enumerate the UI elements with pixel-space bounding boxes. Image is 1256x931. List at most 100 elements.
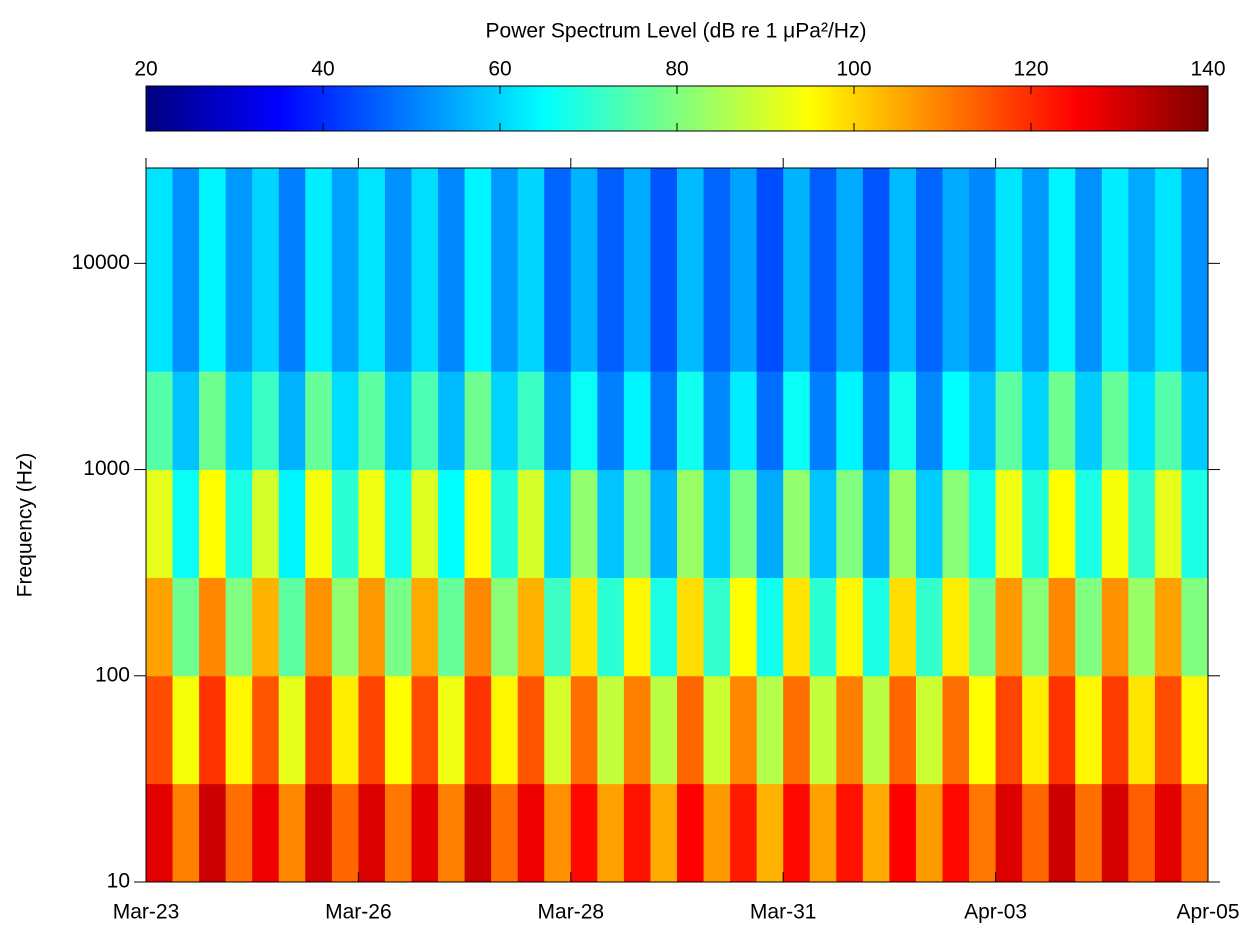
heatmap-cell bbox=[677, 168, 705, 372]
heatmap-cell bbox=[544, 469, 572, 578]
heatmap-cell bbox=[942, 371, 970, 471]
heatmap-cell bbox=[491, 469, 519, 578]
heatmap-cell bbox=[1048, 469, 1076, 578]
heatmap-cell bbox=[358, 675, 386, 785]
heatmap-cell bbox=[1022, 168, 1050, 372]
heatmap-cell bbox=[517, 783, 545, 883]
heatmap-cell bbox=[730, 469, 758, 578]
heatmap-cell bbox=[544, 371, 572, 471]
heatmap-cell bbox=[836, 371, 864, 471]
heatmap-cell bbox=[809, 577, 837, 677]
heatmap-cell bbox=[172, 577, 200, 677]
heatmap-cell bbox=[1048, 783, 1076, 883]
heatmap-cell bbox=[491, 168, 519, 372]
heatmap-cell bbox=[252, 675, 280, 785]
heatmap-cell bbox=[331, 675, 359, 785]
x-tick-label: Mar-23 bbox=[113, 901, 180, 924]
heatmap-cell bbox=[517, 168, 545, 372]
heatmap-cell bbox=[862, 783, 890, 883]
heatmap-cell bbox=[677, 469, 705, 578]
x-tick-label: Apr-03 bbox=[964, 901, 1027, 924]
heatmap-cell bbox=[438, 577, 466, 677]
heatmap-cell bbox=[252, 371, 280, 471]
heatmap-cell bbox=[862, 168, 890, 372]
heatmap-cell bbox=[783, 469, 811, 578]
heatmap-cell bbox=[491, 783, 519, 883]
heatmap-cell bbox=[942, 469, 970, 578]
heatmap-cell bbox=[1128, 469, 1156, 578]
heatmap-cell bbox=[809, 371, 837, 471]
heatmap-cell bbox=[889, 675, 917, 785]
heatmap-cell bbox=[1101, 783, 1129, 883]
heatmap-cell bbox=[544, 675, 572, 785]
heatmap-cell bbox=[1101, 168, 1129, 372]
heatmap-cell bbox=[358, 168, 386, 372]
heatmap-cell bbox=[384, 783, 412, 883]
heatmap-cell bbox=[1128, 168, 1156, 372]
heatmap-cell bbox=[411, 168, 439, 372]
heatmap-cell bbox=[199, 577, 227, 677]
heatmap-cell bbox=[464, 577, 492, 677]
heatmap-cell bbox=[172, 371, 200, 471]
heatmap-cell bbox=[1075, 371, 1103, 471]
heatmap-cell bbox=[915, 371, 943, 471]
heatmap-cell bbox=[464, 371, 492, 471]
heatmap-cell bbox=[331, 371, 359, 471]
heatmap-cell bbox=[1022, 675, 1050, 785]
heatmap-cell bbox=[862, 577, 890, 677]
heatmap-cell bbox=[677, 371, 705, 471]
colorbar-tick-label: 80 bbox=[665, 58, 688, 81]
heatmap-cell bbox=[1181, 675, 1209, 785]
heatmap-cell bbox=[1154, 371, 1182, 471]
chart-title: Power Spectrum Level (dB re 1 μPa²/Hz) bbox=[486, 20, 867, 43]
heatmap-cell bbox=[199, 469, 227, 578]
heatmap-cell bbox=[384, 469, 412, 578]
heatmap-cell bbox=[862, 469, 890, 578]
heatmap-cell bbox=[730, 675, 758, 785]
heatmap-cell bbox=[969, 371, 997, 471]
heatmap-cell bbox=[172, 783, 200, 883]
heatmap-cell bbox=[756, 783, 784, 883]
heatmap-cell bbox=[809, 783, 837, 883]
heatmap-cell bbox=[358, 783, 386, 883]
heatmap-cell bbox=[252, 168, 280, 372]
y-tick-label: 10 bbox=[107, 870, 130, 893]
heatmap-cell bbox=[862, 371, 890, 471]
heatmap-cell bbox=[942, 577, 970, 677]
heatmap-cell bbox=[995, 783, 1023, 883]
heatmap-cell bbox=[889, 168, 917, 372]
heatmap-cell bbox=[358, 469, 386, 578]
heatmap-cell bbox=[225, 469, 253, 578]
heatmap-cell bbox=[915, 469, 943, 578]
heatmap-cell bbox=[331, 168, 359, 372]
heatmap-cell bbox=[438, 371, 466, 471]
heatmap-cell bbox=[703, 675, 731, 785]
heatmap-cell bbox=[1075, 469, 1103, 578]
heatmap-cell bbox=[491, 577, 519, 677]
heatmap-cell bbox=[464, 783, 492, 883]
heatmap-cell bbox=[384, 168, 412, 372]
heatmap-cell bbox=[1022, 783, 1050, 883]
heatmap-cell bbox=[915, 168, 943, 372]
heatmap-cell bbox=[650, 371, 678, 471]
heatmap-cell bbox=[438, 783, 466, 883]
heatmap-cell bbox=[1154, 577, 1182, 677]
heatmap-cell bbox=[146, 675, 174, 785]
heatmap-cell bbox=[650, 675, 678, 785]
heatmap-cell bbox=[915, 783, 943, 883]
heatmap-cell bbox=[836, 675, 864, 785]
heatmap-cell bbox=[915, 577, 943, 677]
heatmap-cell bbox=[146, 577, 174, 677]
heatmap-cell bbox=[1048, 168, 1076, 372]
colorbar-tick-label: 120 bbox=[1013, 58, 1048, 81]
heatmap-cell bbox=[783, 783, 811, 883]
heatmap-cell bbox=[889, 783, 917, 883]
heatmap-cell bbox=[464, 469, 492, 578]
heatmap-cell bbox=[623, 577, 651, 677]
heatmap-cell bbox=[278, 675, 306, 785]
heatmap-cell bbox=[1181, 469, 1209, 578]
heatmap-cell bbox=[517, 469, 545, 578]
heatmap-cell bbox=[570, 577, 598, 677]
heatmap-cell bbox=[305, 168, 333, 372]
